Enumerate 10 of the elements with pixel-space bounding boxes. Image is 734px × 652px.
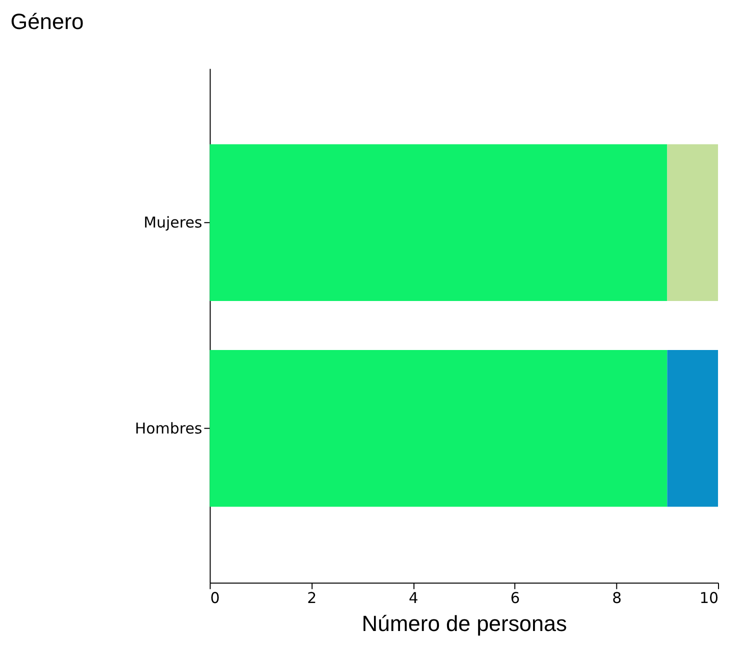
x-tick-label: 0: [210, 589, 220, 608]
x-tick-label: 2: [307, 589, 317, 608]
x-tick-label: 10: [699, 589, 719, 608]
x-tick-label: 8: [612, 589, 622, 608]
y-tick-label: Hombres: [134, 419, 202, 438]
x-tick-label: 6: [510, 589, 520, 608]
y-tick-label: Mujeres: [144, 214, 202, 232]
x-tick-label: 4: [408, 589, 418, 608]
y-axis-title: Género: [10, 8, 84, 34]
x-axis-title: Número de personas: [362, 611, 567, 636]
